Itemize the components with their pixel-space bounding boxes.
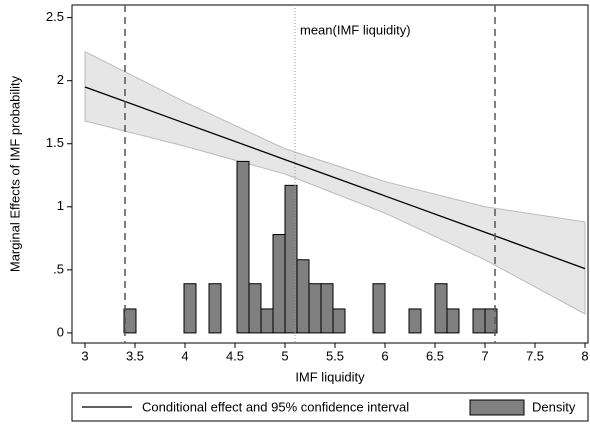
legend-label: Conditional effect and 95% confidence in… — [142, 399, 409, 414]
x-axis-title: IMF liquidity — [295, 369, 365, 384]
density-bar — [446, 308, 460, 334]
x-tick-label: 6.5 — [426, 348, 444, 363]
legend-label: Density — [532, 399, 576, 414]
x-tick-label: 5.5 — [326, 348, 344, 363]
density-bar — [372, 283, 386, 334]
x-tick-label: 7.5 — [526, 348, 544, 363]
y-axis-title: Marginal Effects of IMF probability — [7, 75, 22, 272]
density-bar — [284, 184, 298, 334]
x-tick-label: 3.5 — [126, 348, 144, 363]
density-bar — [320, 283, 334, 334]
y-tick-label: 1.5 — [46, 135, 64, 150]
y-tick-label: 2.5 — [46, 9, 64, 24]
effect-line — [84, 86, 586, 270]
density-bar — [472, 308, 486, 334]
x-tick-label: 4 — [181, 348, 188, 363]
legend-swatch — [469, 399, 525, 416]
x-tick-label: 8 — [581, 348, 588, 363]
density-bar — [208, 283, 222, 334]
density-bar — [123, 308, 137, 334]
density-bar — [332, 308, 346, 334]
density-bar — [296, 259, 310, 334]
density-bar — [183, 283, 197, 334]
density-bar — [434, 283, 448, 334]
plot-frame — [71, 4, 589, 344]
x-tick-label: 3 — [81, 348, 88, 363]
y-tick-label: 2 — [57, 72, 64, 87]
density-bar — [308, 283, 322, 334]
x-tick-label: 5 — [281, 348, 288, 363]
density-bar — [248, 283, 262, 334]
y-tick-label: .5 — [53, 261, 64, 276]
x-tick-label: 6 — [381, 348, 388, 363]
reference-label: mean(IMF liquidity) — [300, 22, 411, 37]
density-bar — [408, 308, 422, 334]
density-bar — [272, 234, 286, 334]
density-bar — [260, 308, 274, 334]
confidence-band — [84, 50, 586, 315]
density-bar — [484, 308, 498, 334]
y-tick-label: 1 — [57, 198, 64, 213]
y-tick-label: 0 — [57, 324, 64, 339]
density-bar — [236, 160, 250, 334]
x-tick-label: 7 — [481, 348, 488, 363]
x-tick-label: 4.5 — [226, 348, 244, 363]
